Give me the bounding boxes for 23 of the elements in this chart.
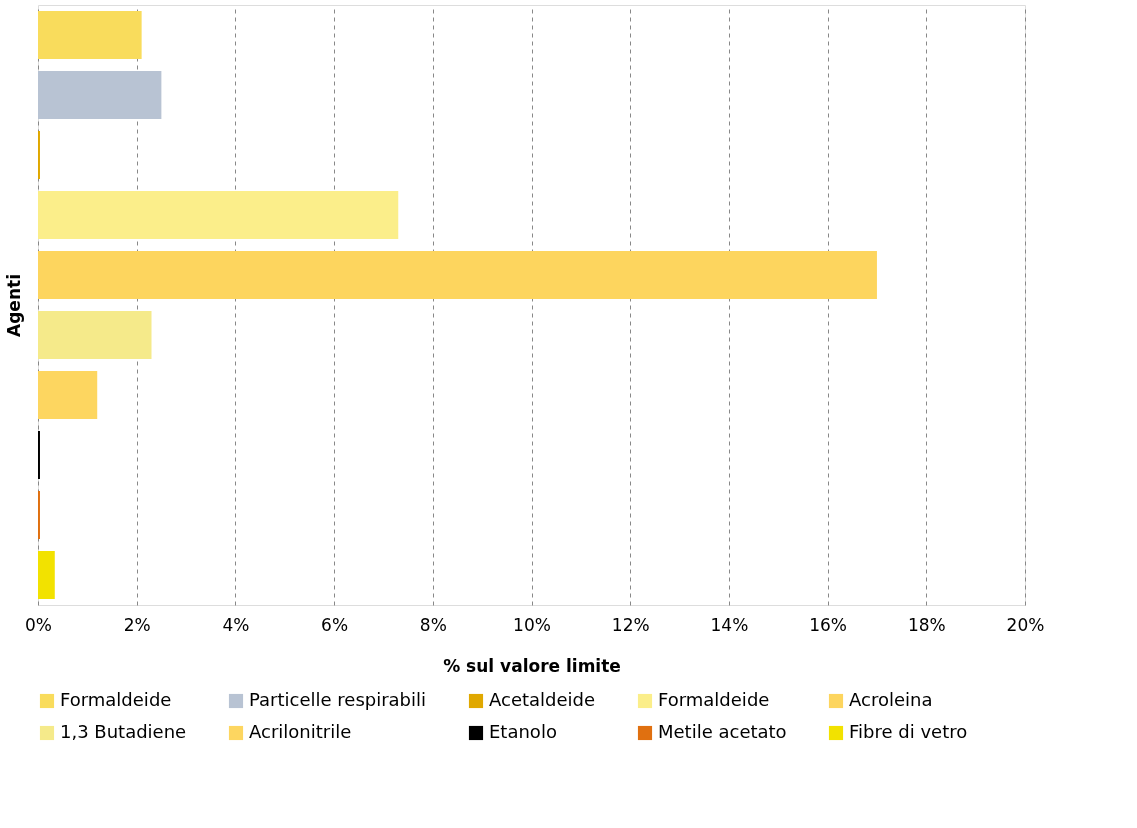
x-axis-title: % sul valore limite xyxy=(443,655,621,676)
x-tick-label: 16% xyxy=(809,614,847,635)
legend-label: Particelle respirabili xyxy=(249,689,427,710)
x-tick-label: 4% xyxy=(222,614,250,635)
x-tick-label: 14% xyxy=(710,614,749,635)
x-tick-label: 6% xyxy=(321,614,349,635)
legend-label: Metile acetato xyxy=(658,721,787,742)
x-tick-label: 0% xyxy=(25,614,52,635)
x-tick-label: 2% xyxy=(123,614,151,635)
legend-label: Acroleina xyxy=(849,689,933,710)
y-axis-title: Agenti xyxy=(3,274,24,337)
legend-label: Acetaldeide xyxy=(489,689,596,710)
legend-label: 1,3 Butadiene xyxy=(60,721,187,742)
x-tick-label: 10% xyxy=(513,614,551,635)
x-tick-label: 20% xyxy=(1006,614,1045,635)
legend-label: Etanolo xyxy=(489,721,557,742)
legend-label: Formaldeide xyxy=(60,689,172,710)
x-tick-label: 8% xyxy=(419,614,447,635)
legend-label: Fibre di vetro xyxy=(849,721,968,742)
x-tick-label: 12% xyxy=(611,614,650,635)
x-tick-label: 18% xyxy=(907,614,946,635)
legend-label: Formaldeide xyxy=(658,689,770,710)
legend-label: Acrilonitrile xyxy=(249,721,352,742)
